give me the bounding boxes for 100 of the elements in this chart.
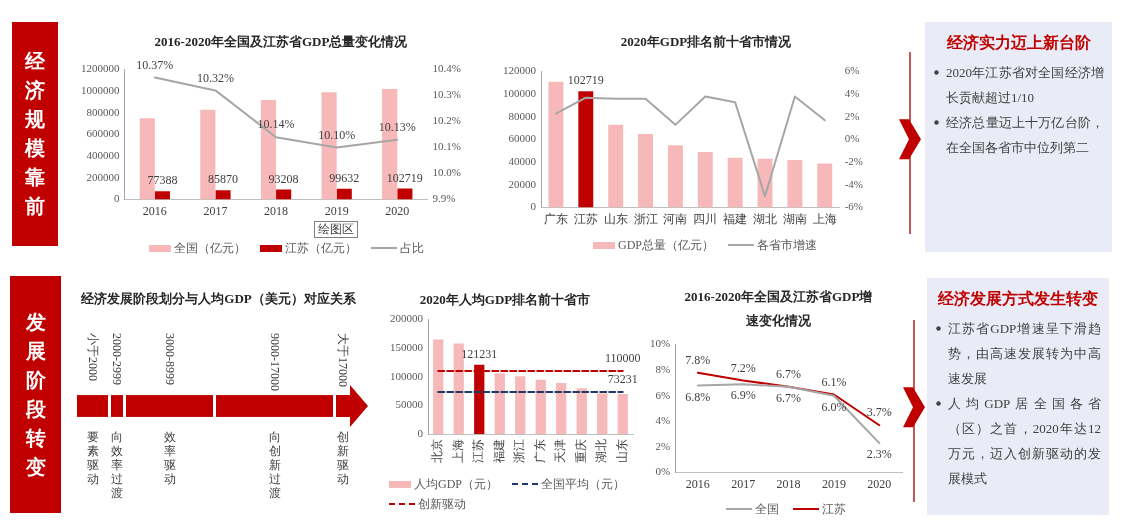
x-tick-label: 山东 xyxy=(614,439,629,463)
x-tick-label: 北京 xyxy=(430,439,445,463)
y-tick-label: 8% xyxy=(655,363,671,376)
text: 要素驱动 xyxy=(86,430,99,486)
data-label: 93208 xyxy=(268,171,299,186)
text: 2020年江苏省对全国经济增长贡献超过1/10 xyxy=(946,65,1104,105)
bar xyxy=(787,160,803,208)
legend-label: 全国 xyxy=(755,501,779,517)
text: 经济规模靠前 xyxy=(24,48,46,220)
x-tick-label: 湖南 xyxy=(782,211,807,226)
x-tick-label: 广东 xyxy=(532,439,547,463)
data-label: 121231 xyxy=(461,346,498,361)
x-tick-label: 上海 xyxy=(450,439,465,463)
x-tick-label: 2017 xyxy=(203,203,228,218)
bar xyxy=(397,188,413,200)
bar xyxy=(617,393,628,434)
data-label: 3.7% xyxy=(866,405,892,420)
chart-title: 2020年GDP排名前十省市情况 xyxy=(619,33,793,51)
category-label: 9000-17000 xyxy=(267,333,282,391)
bar xyxy=(638,133,653,208)
y-tick-label: 120000 xyxy=(503,64,537,77)
y-tick-label: 200000 xyxy=(390,312,424,325)
y-tick-label: 60000 xyxy=(508,132,537,145)
text: 向效率过渡 xyxy=(110,430,124,500)
x-tick-label: 浙江 xyxy=(633,211,658,226)
y2-tick-label: 10.1% xyxy=(432,140,462,153)
legend-label: 全国平均（元） xyxy=(541,476,626,492)
y-tick-label: 0 xyxy=(114,192,120,205)
data-label: 6.9% xyxy=(730,388,756,403)
x-tick-label: 湖北 xyxy=(753,211,778,226)
text: 经济实力迈上新台阶 xyxy=(945,33,1092,53)
y-tick-label: 2% xyxy=(655,439,671,452)
y2-tick-label: 10.2% xyxy=(432,114,462,127)
bar xyxy=(154,191,170,200)
data-label: 10.32% xyxy=(196,70,234,85)
bar xyxy=(433,339,444,434)
y2-tick-label: -4% xyxy=(844,177,863,190)
y-tick-label: 1200000 xyxy=(81,62,120,75)
y2-tick-label: 0% xyxy=(844,132,860,145)
legend-label: 江苏（亿元） xyxy=(284,240,357,256)
y-tick-label: 80000 xyxy=(508,109,537,122)
chart-title: 2020年人均GDP排名前十省市 xyxy=(418,291,592,309)
bar xyxy=(535,379,546,434)
x-tick-label: 上海 xyxy=(812,211,837,226)
text: 向创新过渡 xyxy=(268,430,281,500)
x-tick-label: 2019 xyxy=(821,476,846,491)
bar xyxy=(576,388,587,434)
x-tick-label: 山东 xyxy=(603,211,628,226)
x-tick-label: 重庆 xyxy=(573,439,588,463)
bar xyxy=(494,373,505,434)
data-label: 2.3% xyxy=(866,447,892,462)
bar xyxy=(578,91,594,208)
x-tick-label: 2019 xyxy=(324,203,349,218)
text: 发展阶段转变 xyxy=(24,308,47,481)
y-tick-label: 100000 xyxy=(390,369,424,382)
data-label: 99632 xyxy=(329,170,360,185)
y-tick-label: 200000 xyxy=(86,170,120,183)
data-label: 6.7% xyxy=(776,391,802,405)
x-tick-label: 浙江 xyxy=(512,439,527,463)
y2-tick-label: 9.9% xyxy=(432,192,456,205)
category-label: 小于2000 xyxy=(85,333,100,381)
bar xyxy=(515,376,526,434)
legend-label: 全国（亿元） xyxy=(173,240,246,256)
legend-label: 各省市增速 xyxy=(757,237,817,253)
bar xyxy=(215,190,231,200)
data-label: 102719 xyxy=(567,73,604,88)
legend-label: 江苏 xyxy=(822,501,846,517)
data-label: 110000 xyxy=(604,351,641,366)
text: 人均GDP居全国各省（区）之首，2020年达12万元，迈入创新驱动的发展模式 xyxy=(948,396,1101,486)
y-tick-label: 20000 xyxy=(508,177,537,190)
y-tick-label: 4% xyxy=(655,414,671,427)
data-label: 6.1% xyxy=(821,374,847,389)
data-label: 10.10% xyxy=(318,127,356,142)
x-tick-label: 2016 xyxy=(685,476,710,491)
text: 经济发展阶段划分与人均GDP（美元）对应关系 xyxy=(80,290,357,308)
x-tick-label: 天津 xyxy=(553,439,568,463)
legend-label: GDP总量（亿元） xyxy=(617,237,714,253)
x-tick-label: 江苏 xyxy=(573,211,598,226)
y2-tick-label: -2% xyxy=(844,155,863,168)
data-label: 6.7% xyxy=(776,367,802,381)
bar xyxy=(597,393,608,434)
data-label: 102719 xyxy=(386,170,423,185)
y-tick-label: 10% xyxy=(649,337,671,350)
y2-tick-label: 10.4% xyxy=(432,62,462,75)
chart-title: 2016-2020年全国及江苏省GDP总量变化情况 xyxy=(153,33,409,51)
y-tick-label: 0% xyxy=(655,465,671,478)
data-label: 73231 xyxy=(607,372,638,387)
category-label: 3000-8999 xyxy=(162,333,177,385)
y-tick-label: 800000 xyxy=(86,105,120,118)
y-tick-label: 0 xyxy=(530,200,537,213)
y-tick-label: 50000 xyxy=(395,398,424,411)
data-label: 6.8% xyxy=(685,389,711,404)
x-tick-label: 河南 xyxy=(663,211,688,226)
text: 江苏省GDP增速呈下滑趋势，由高速发展转为中高速发展 xyxy=(948,321,1101,386)
x-tick-label: 2018 xyxy=(264,203,289,218)
bar xyxy=(727,157,743,208)
y2-tick-label: -6% xyxy=(844,200,863,213)
y-tick-label: 40000 xyxy=(508,155,537,168)
data-label: 10.13% xyxy=(378,119,416,134)
x-tick-label: 2018 xyxy=(776,476,801,491)
